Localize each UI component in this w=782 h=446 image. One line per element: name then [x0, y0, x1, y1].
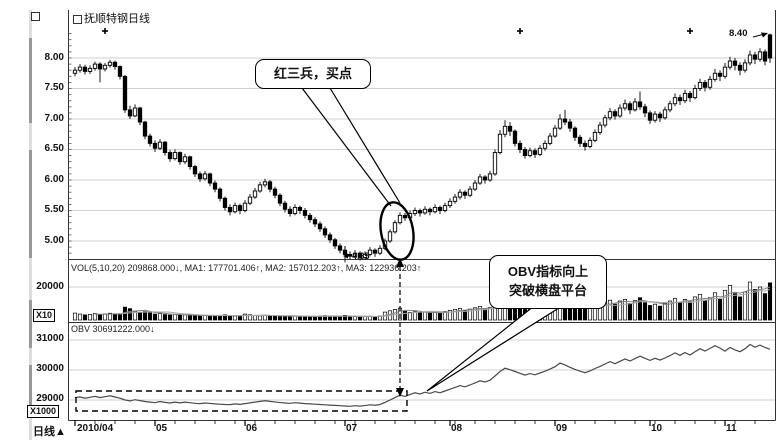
month-label: 09	[556, 423, 568, 434]
obv-breakout-callout: OBV指标向上 突破横盘平台	[489, 255, 607, 309]
month-label: 08	[451, 423, 463, 434]
month-label: 11	[726, 423, 737, 434]
chart-title: 抚顺特钢日线	[84, 13, 150, 25]
scrollbar-segment	[29, 365, 32, 405]
period-selector[interactable]: 日线▲	[33, 423, 66, 439]
month-label: 06	[246, 423, 258, 434]
month-label: 07	[346, 423, 358, 434]
price-axis-label: 5.50	[44, 204, 64, 215]
month-label: 2010/04	[77, 423, 114, 434]
window-icon[interactable]	[31, 12, 40, 21]
chart-title-icon	[73, 15, 82, 24]
price-axis-label: 6.00	[44, 174, 64, 185]
left-edge-scrollbar[interactable]	[29, 10, 32, 440]
buy-point-callout: 红三兵，买点	[255, 59, 371, 89]
obv-callout-line1: OBV指标向上	[507, 264, 589, 280]
price-axis-label: 5.00	[44, 235, 64, 246]
scrollbar-segment	[29, 150, 32, 258]
obv-axis-label: 31000	[36, 333, 64, 344]
low-price-label: 4.65	[352, 251, 370, 261]
scrollbar-segment	[29, 38, 32, 123]
up-triangle-icon: ▲	[55, 426, 66, 438]
obv-axis-label: 30000	[36, 363, 64, 374]
scrollbar-segment	[29, 300, 32, 348]
obv-multiplier-badge: X1000	[27, 405, 60, 418]
volume-indicator-readout: VOL(5,10,20) 209868.000↓, MA1: 177701.40…	[71, 263, 422, 273]
volume-axis-label: 20000	[36, 281, 64, 292]
obv-indicator-readout: OBV 30691222.000↓	[71, 324, 155, 334]
period-label: 日线	[33, 426, 55, 438]
high-price-label: 8.40	[729, 28, 748, 39]
price-axis-label: 8.00	[44, 52, 64, 63]
month-label: 05	[156, 423, 168, 434]
buy-point-callout-text: 红三兵，买点	[273, 65, 352, 81]
month-label: 10	[651, 423, 663, 434]
price-axis-label: 7.50	[44, 82, 64, 93]
obv-axis-label: 29000	[36, 393, 64, 404]
volume-multiplier-badge: X10	[33, 309, 56, 322]
price-axis-label: 6.50	[44, 143, 64, 154]
obv-callout-line2: 突破横盘平台	[508, 283, 587, 298]
price-axis-label: 7.00	[44, 113, 64, 124]
